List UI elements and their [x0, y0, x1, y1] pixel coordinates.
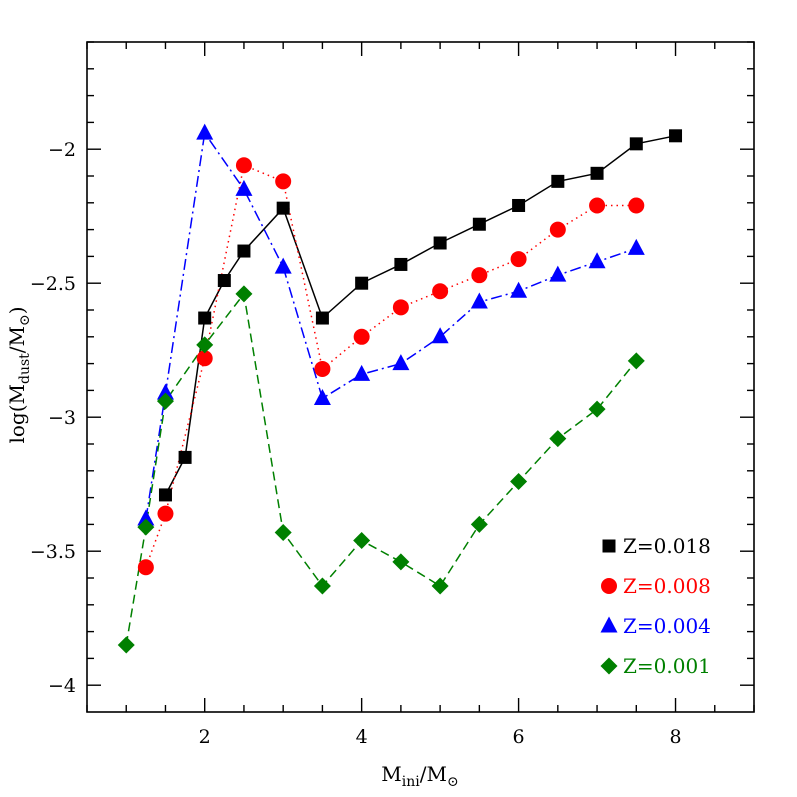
data-point-z-0-008	[196, 350, 213, 367]
plot-frame	[86, 41, 755, 713]
data-point-z-0-018	[237, 244, 251, 258]
data-point-z-0-018	[355, 276, 369, 290]
y-tick-label: −2.5	[30, 273, 76, 295]
data-point-z-0-008	[157, 505, 174, 522]
data-point-z-0-004	[549, 265, 567, 282]
x-axis-title: Mini/M⊙	[381, 762, 458, 790]
series-markers	[117, 123, 683, 654]
y-tick-label: −2	[48, 139, 76, 161]
y-axis-title-rest: /M	[5, 326, 29, 353]
y-axis-sun-symbol: ⊙	[17, 314, 33, 326]
data-point-z-0-004	[137, 509, 155, 526]
data-point-z-0-018	[629, 137, 643, 151]
data-point-z-0-001	[431, 577, 449, 595]
legend-label-z-0-001: Z=0.001	[623, 654, 711, 678]
data-point-z-0-004	[156, 383, 174, 400]
data-point-z-0-001	[235, 285, 253, 303]
data-point-z-0-001	[313, 577, 331, 595]
data-point-z-0-018	[276, 201, 290, 215]
data-point-z-0-004	[313, 388, 331, 405]
x-axis-sun-symbol: ⊙	[447, 774, 459, 790]
data-point-z-0-018	[590, 166, 604, 180]
y-axis-title-post: )	[5, 306, 29, 314]
data-point-z-0-018	[551, 174, 565, 188]
data-point-z-0-008	[392, 299, 409, 316]
data-point-z-0-001	[156, 392, 174, 410]
legend-label-z-0-004: Z=0.004	[623, 614, 711, 638]
data-point-z-0-008	[235, 157, 252, 174]
axis-tick-labels: 2 4 6 8 −2 −2.5 −3 −3.5 −4	[30, 139, 682, 748]
y-tick-label: −4	[48, 675, 76, 697]
data-point-z-0-008	[137, 559, 154, 576]
data-point-z-0-001	[549, 430, 567, 448]
axis-ticks	[86, 41, 755, 712]
data-point-z-0-004	[392, 354, 410, 371]
data-point-z-0-018	[669, 129, 683, 143]
data-point-z-0-018	[512, 198, 526, 212]
data-point-z-0-004	[235, 179, 253, 196]
data-point-z-0-001	[196, 336, 214, 354]
legend-label-z-0-008: Z=0.008	[623, 574, 711, 598]
legend-marker-z-0-008	[601, 578, 617, 594]
series-line-z-0-018	[164, 135, 676, 496]
y-axis-title-pre: log(M	[5, 384, 29, 444]
data-point-z-0-004	[627, 238, 645, 255]
data-point-z-0-008	[549, 221, 566, 238]
data-point-z-0-018	[394, 257, 408, 271]
data-point-z-0-018	[158, 488, 172, 502]
data-point-z-0-008	[628, 197, 645, 214]
x-tick-label: 6	[513, 726, 525, 748]
y-axis-title-sub: dust	[17, 353, 33, 384]
data-point-z-0-008	[589, 197, 606, 214]
legend: Z=0.018 Z=0.008 Z=0.004 Z=0.001	[600, 534, 711, 678]
legend-marker-z-0-018	[602, 539, 616, 553]
x-tick-label: 2	[199, 726, 211, 748]
data-point-z-0-001	[510, 473, 528, 491]
data-point-z-0-004	[588, 252, 606, 269]
data-point-z-0-018	[433, 236, 447, 250]
data-point-z-0-008	[432, 283, 449, 300]
x-axis-title-main: M	[381, 762, 401, 786]
x-axis-title-rest: /M	[420, 762, 447, 786]
data-point-z-0-004	[274, 257, 292, 274]
data-point-z-0-018	[472, 217, 486, 231]
x-tick-label: 8	[669, 726, 681, 748]
y-axis-title: log(Mdust/M⊙)	[5, 306, 33, 443]
series-line-z-0-004	[145, 131, 637, 520]
data-point-z-0-018	[198, 311, 212, 325]
data-point-z-0-001	[588, 400, 606, 418]
data-point-z-0-001	[137, 518, 155, 536]
x-tick-label: 4	[356, 726, 368, 748]
y-tick-label: −3.5	[30, 541, 76, 563]
data-point-z-0-001	[353, 531, 371, 549]
data-point-z-0-008	[510, 251, 527, 268]
data-point-z-0-008	[314, 360, 331, 377]
data-point-z-0-001	[274, 523, 292, 541]
data-point-z-0-004	[470, 292, 488, 309]
data-point-z-0-001	[470, 515, 488, 533]
data-point-z-0-004	[196, 123, 214, 140]
legend-marker-z-0-004	[600, 616, 618, 633]
data-point-z-0-008	[353, 328, 370, 345]
data-point-z-0-001	[392, 553, 410, 571]
y-tick-label: −3	[48, 407, 76, 429]
legend-label-z-0-018: Z=0.018	[623, 534, 711, 558]
data-point-z-0-018	[315, 311, 329, 325]
data-point-z-0-004	[431, 327, 449, 344]
data-point-z-0-001	[627, 352, 645, 370]
data-point-z-0-008	[471, 267, 488, 284]
data-point-z-0-004	[510, 281, 528, 298]
data-point-z-0-001	[117, 636, 135, 654]
legend-marker-z-0-001	[600, 657, 618, 675]
data-point-z-0-008	[275, 173, 292, 190]
x-axis-title-sub: ini	[402, 774, 420, 790]
data-point-z-0-018	[178, 450, 192, 464]
data-point-z-0-004	[353, 364, 371, 381]
data-point-z-0-018	[217, 274, 231, 288]
